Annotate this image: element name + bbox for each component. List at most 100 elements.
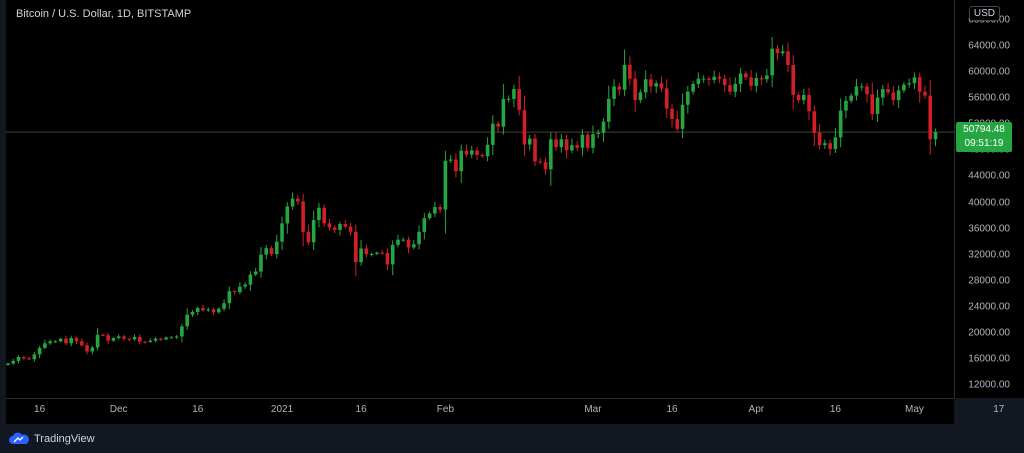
candle[interactable] [280,216,284,250]
candle[interactable] [728,77,732,95]
candle[interactable] [549,132,553,186]
candle[interactable] [875,89,880,123]
candle[interactable] [791,55,796,110]
candle[interactable] [596,129,601,139]
candle[interactable] [691,80,695,95]
candle[interactable] [406,236,411,254]
candle[interactable] [738,68,743,93]
candle[interactable] [775,44,780,61]
candle[interactable] [801,88,806,105]
candle[interactable] [348,222,353,236]
candle[interactable] [285,202,290,234]
candle[interactable] [454,153,458,178]
candle[interactable] [717,72,722,83]
candle[interactable] [6,362,10,366]
candle[interactable] [522,95,527,157]
candle[interactable] [480,153,485,158]
candle[interactable] [332,224,337,234]
candle[interactable] [643,70,648,99]
candle[interactable] [564,134,569,159]
candle[interactable] [796,92,801,103]
candle[interactable] [638,89,643,104]
candle[interactable] [828,139,832,156]
candle[interactable] [238,282,242,295]
candle[interactable] [269,246,274,256]
candle[interactable] [180,323,184,343]
candle[interactable] [27,356,31,361]
candle[interactable] [765,68,769,83]
currency-badge[interactable]: USD [968,6,1000,21]
candle[interactable] [459,144,464,183]
candle[interactable] [364,244,369,258]
candle[interactable] [95,327,100,351]
candle[interactable] [917,72,922,103]
candle[interactable] [506,95,511,103]
candle[interactable] [58,337,63,343]
candle[interactable] [32,351,37,362]
candle[interactable] [259,247,263,278]
candle[interactable] [443,150,448,234]
candle[interactable] [881,84,885,106]
candle[interactable] [533,133,537,167]
candle[interactable] [217,307,221,314]
candle[interactable] [359,239,363,266]
candle[interactable] [701,75,706,83]
candle[interactable] [11,358,16,365]
candle[interactable] [912,72,917,90]
candle[interactable] [780,44,785,56]
candle[interactable] [69,335,74,347]
candle[interactable] [722,74,727,93]
candle[interactable] [48,339,52,345]
candle[interactable] [211,307,216,316]
price-axis[interactable]: 12000.00 16000.00 20000.00 24000.00 28000.00… [954,0,1024,398]
candle[interactable] [343,220,348,229]
candle[interactable] [527,134,532,151]
candle[interactable] [433,201,437,218]
candle[interactable] [153,336,158,343]
candle[interactable] [148,338,153,343]
candle[interactable] [664,79,669,118]
candle[interactable] [248,271,253,291]
candle[interactable] [485,137,490,162]
candle[interactable] [338,221,342,236]
candle[interactable] [496,121,500,133]
candle[interactable] [870,82,875,121]
candle[interactable] [169,335,174,339]
candle[interactable] [759,75,764,86]
candle[interactable] [933,128,938,147]
candle[interactable] [580,129,585,157]
candle[interactable] [43,339,47,350]
candle[interactable] [306,224,311,246]
candle[interactable] [322,204,326,227]
candle[interactable] [786,42,790,72]
chart-plot-area[interactable]: Bitcoin / U.S. Dollar, 1D, BITSTAMP [6,0,954,398]
candle[interactable] [16,355,21,364]
candle[interactable] [37,345,42,359]
candle[interactable] [633,70,637,112]
candle[interactable] [817,124,822,150]
candle[interactable] [501,83,506,135]
candle[interactable] [174,335,179,340]
candle[interactable] [380,250,384,255]
candle[interactable] [517,75,521,116]
candle[interactable] [101,333,105,337]
candle[interactable] [696,72,701,89]
candle[interactable] [807,87,811,121]
candle[interactable] [396,234,400,248]
candle[interactable] [106,332,110,345]
candle[interactable] [670,104,674,128]
candle[interactable] [375,251,379,256]
candle[interactable] [606,85,611,129]
candle[interactable] [253,267,258,277]
candle[interactable] [849,93,853,104]
candle[interactable] [554,132,558,151]
candle[interactable] [79,338,84,347]
candle[interactable] [90,345,95,355]
candle[interactable] [475,146,479,161]
candle[interactable] [53,340,58,343]
candle[interactable] [401,237,406,242]
candle[interactable] [559,133,564,153]
candle[interactable] [290,192,295,210]
candle[interactable] [448,155,453,164]
candle[interactable] [749,69,753,91]
